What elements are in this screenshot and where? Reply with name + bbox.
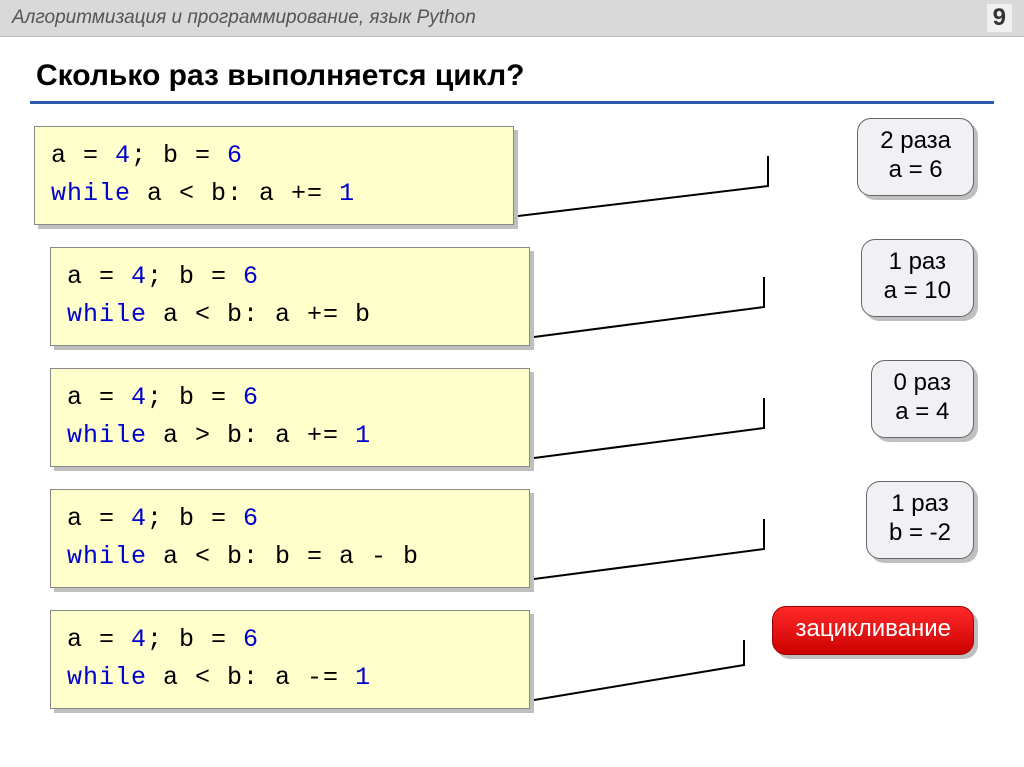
code-literal: 1 [355, 421, 371, 450]
code-literal: 6 [243, 262, 259, 291]
code-text: a < b: b = a - b [147, 542, 419, 571]
code-keyword: while [67, 663, 147, 692]
answer-box: 0 раз a = 4 [871, 360, 974, 438]
code-literal: 4 [131, 504, 147, 533]
answer-line: 1 раз [884, 248, 951, 277]
code-literal: 1 [355, 663, 371, 692]
example-row: a = 4; b = 6 while a < b: a += 1 2 раза … [30, 126, 994, 225]
answer-line: b = -2 [889, 519, 951, 548]
code-text: a < b: a += [131, 179, 339, 208]
callout-pointer-icon [518, 156, 798, 226]
page-number: 9 [987, 4, 1012, 32]
code-literal: 4 [131, 625, 147, 654]
code-literal: 4 [131, 383, 147, 412]
code-keyword: while [67, 421, 147, 450]
code-text: ; b = [147, 262, 243, 291]
code-box: a = 4; b = 6 while a < b: a += b [50, 247, 530, 346]
code-text: a = [51, 141, 115, 170]
code-box: a = 4; b = 6 while a < b: a -= 1 [50, 610, 530, 709]
code-literal: 6 [243, 625, 259, 654]
code-literal: 6 [243, 504, 259, 533]
code-text: a = [67, 504, 131, 533]
slide-header: Алгоритмизация и программирование, язык … [0, 0, 1024, 37]
code-text: a < b: a += b [147, 300, 371, 329]
callout-pointer-icon [534, 398, 794, 468]
code-keyword: while [67, 300, 147, 329]
code-literal: 6 [227, 141, 243, 170]
code-text: a = [67, 383, 131, 412]
answer-line: a = 10 [884, 277, 951, 306]
code-text: a = [67, 625, 131, 654]
main-title: Сколько раз выполняется цикл? [30, 49, 994, 104]
answer-line: зацикливание [795, 615, 951, 644]
code-literal: 4 [131, 262, 147, 291]
callout-pointer-icon [534, 519, 794, 589]
callout-pointer-icon [534, 277, 794, 347]
answer-line: a = 6 [880, 156, 951, 185]
answer-box-warning: зацикливание [772, 606, 974, 655]
example-row: a = 4; b = 6 while a > b: a += 1 0 раз a… [30, 368, 994, 467]
example-row: a = 4; b = 6 while a < b: a += b 1 раз a… [30, 247, 994, 346]
code-literal: 1 [339, 179, 355, 208]
code-text: ; b = [131, 141, 227, 170]
callout-pointer-icon [534, 640, 774, 710]
code-box: a = 4; b = 6 while a < b: a += 1 [34, 126, 514, 225]
code-text: a < b: a -= [147, 663, 355, 692]
code-text: ; b = [147, 625, 243, 654]
code-literal: 4 [115, 141, 131, 170]
code-keyword: while [67, 542, 147, 571]
example-row: a = 4; b = 6 while a < b: a -= 1 зацикли… [30, 610, 994, 709]
answer-line: 1 раз [889, 490, 951, 519]
code-text: ; b = [147, 383, 243, 412]
header-title: Алгоритмизация и программирование, язык … [12, 7, 476, 29]
code-box: a = 4; b = 6 while a > b: a += 1 [50, 368, 530, 467]
answer-box: 1 раз a = 10 [861, 239, 974, 317]
code-text: a > b: a += [147, 421, 355, 450]
answer-box: 1 раз b = -2 [866, 481, 974, 559]
answer-line: a = 4 [894, 398, 951, 427]
answer-box: 2 раза a = 6 [857, 118, 974, 196]
example-row: a = 4; b = 6 while a < b: b = a - b 1 ра… [30, 489, 994, 588]
answer-line: 2 раза [880, 127, 951, 156]
code-keyword: while [51, 179, 131, 208]
code-literal: 6 [243, 383, 259, 412]
slide-content: Сколько раз выполняется цикл? a = 4; b =… [0, 37, 1024, 709]
answer-line: 0 раз [894, 369, 951, 398]
code-box: a = 4; b = 6 while a < b: b = a - b [50, 489, 530, 588]
code-text: a = [67, 262, 131, 291]
code-text: ; b = [147, 504, 243, 533]
